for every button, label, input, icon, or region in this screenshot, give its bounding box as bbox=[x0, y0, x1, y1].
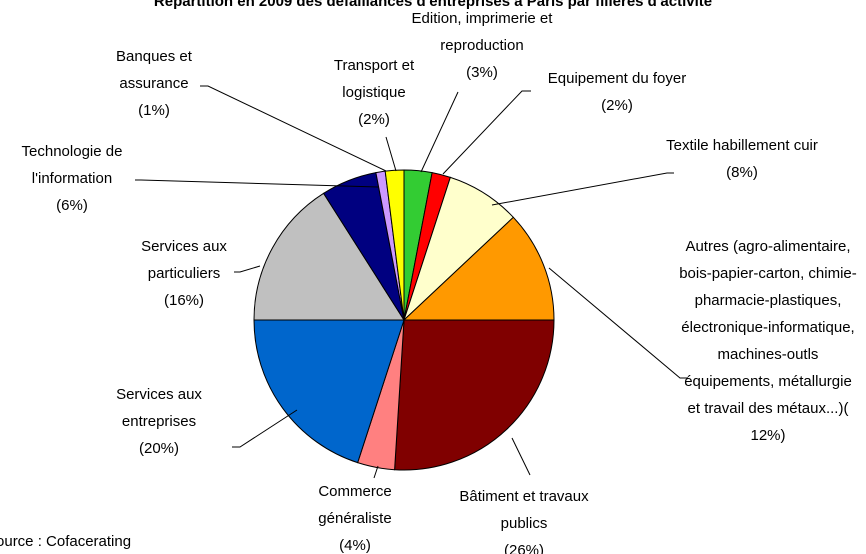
value-label: (8%) bbox=[726, 164, 758, 181]
source-note: Source : Cofacerating bbox=[0, 533, 132, 550]
slice-label: Bâtiment et travaux publics (26%) bbox=[434, 483, 614, 554]
slice-label: Services aux entreprises (20%) bbox=[89, 381, 229, 462]
category-label: Equipement du foyer bbox=[547, 70, 687, 87]
leader-line bbox=[200, 85, 387, 172]
slice-label: Commerce généraliste (4%) bbox=[295, 478, 415, 554]
slice-label: Banques et assurance (1%) bbox=[94, 43, 214, 124]
slice-label: Services aux particuliers (16%) bbox=[114, 233, 254, 314]
slice-label: Equipement du foyer (2%) bbox=[527, 65, 707, 119]
category-label: Technologie de l'information bbox=[21, 143, 123, 187]
category-label: Commerce généraliste bbox=[318, 483, 392, 527]
slice-label: Technologie de l'information (6%) bbox=[0, 138, 152, 219]
slice-label: Edition, imprimerie et reproduction (3%) bbox=[397, 5, 567, 86]
leader-line bbox=[420, 91, 459, 173]
category-label: Textile habillement cuir bbox=[666, 137, 818, 154]
chart-title: Répartition en 2009 des défaillances d'e… bbox=[153, 0, 713, 10]
pie-slice bbox=[253, 319, 405, 464]
category-label: Services aux entreprises bbox=[116, 386, 202, 430]
pie-slice bbox=[402, 216, 555, 321]
slice-label: Autres (agro-alimentaire, bois-papier-ca… bbox=[678, 233, 858, 449]
leader-line bbox=[385, 136, 397, 172]
value-label: ( 12%) bbox=[750, 400, 849, 444]
category-label: Services aux particuliers bbox=[141, 238, 227, 282]
category-label: Banques et assurance bbox=[116, 48, 192, 92]
leader-line bbox=[373, 465, 379, 479]
value-label: (6%) bbox=[56, 197, 88, 214]
slice-label: Transport et logistique (2%) bbox=[314, 52, 434, 133]
leader-line bbox=[442, 90, 531, 175]
value-label: (20%) bbox=[138, 440, 179, 457]
leader-line bbox=[135, 179, 379, 188]
leader-line bbox=[232, 409, 298, 448]
value-label: (16%) bbox=[163, 292, 204, 309]
value-label: (4%) bbox=[339, 537, 371, 554]
pie-slice bbox=[384, 169, 405, 321]
category-label: Bâtiment et travaux publics bbox=[459, 488, 589, 532]
pie-slice bbox=[394, 319, 555, 471]
leader-line bbox=[491, 172, 674, 206]
value-label: (2%) bbox=[358, 111, 390, 128]
category-label: Autres (agro-alimentaire, bois-papier-ca… bbox=[679, 238, 857, 417]
pie-slice bbox=[253, 192, 405, 321]
value-label: (3%) bbox=[466, 64, 498, 81]
category-label: Edition, imprimerie et reproduction bbox=[411, 10, 553, 54]
value-label: (2%) bbox=[601, 97, 633, 114]
category-label: Transport et logistique bbox=[333, 57, 415, 101]
value-label: (26%) bbox=[503, 542, 544, 554]
leader-line bbox=[548, 267, 688, 379]
slice-label: Textile habillement cuir (8%) bbox=[662, 132, 822, 186]
leader-line bbox=[511, 437, 531, 476]
leader-line bbox=[234, 265, 261, 273]
value-label: (1%) bbox=[138, 102, 170, 119]
